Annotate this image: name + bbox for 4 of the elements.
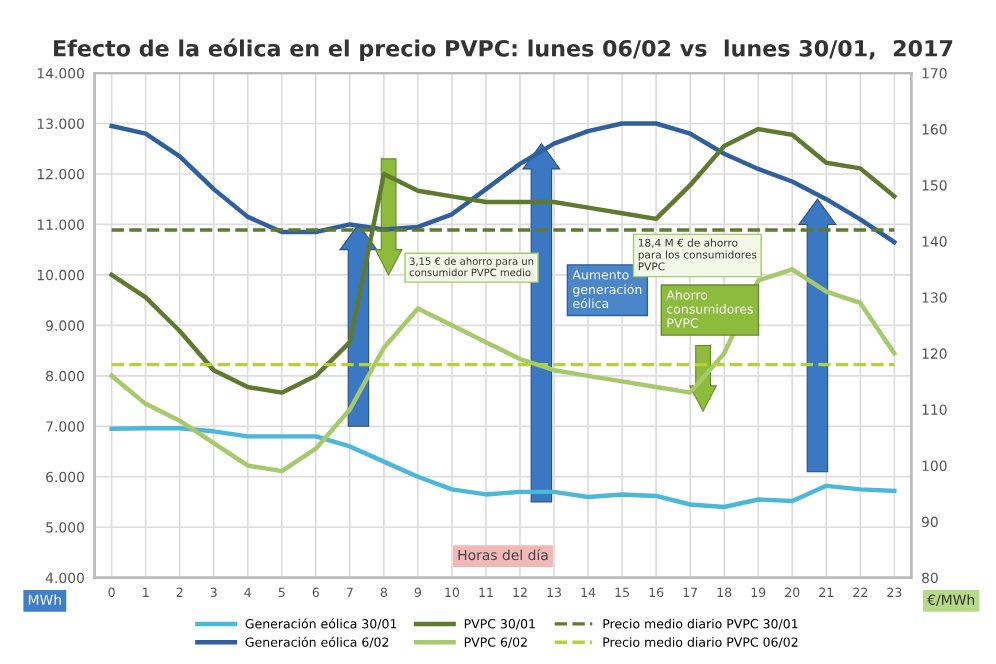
line-series <box>109 126 897 395</box>
chart-title: Efecto de la eólica en el precio PVPC: lunes 06/02 vs lunes 30/01, 2017 <box>54 38 953 61</box>
line-series <box>109 426 897 510</box>
line-series <box>109 121 897 245</box>
